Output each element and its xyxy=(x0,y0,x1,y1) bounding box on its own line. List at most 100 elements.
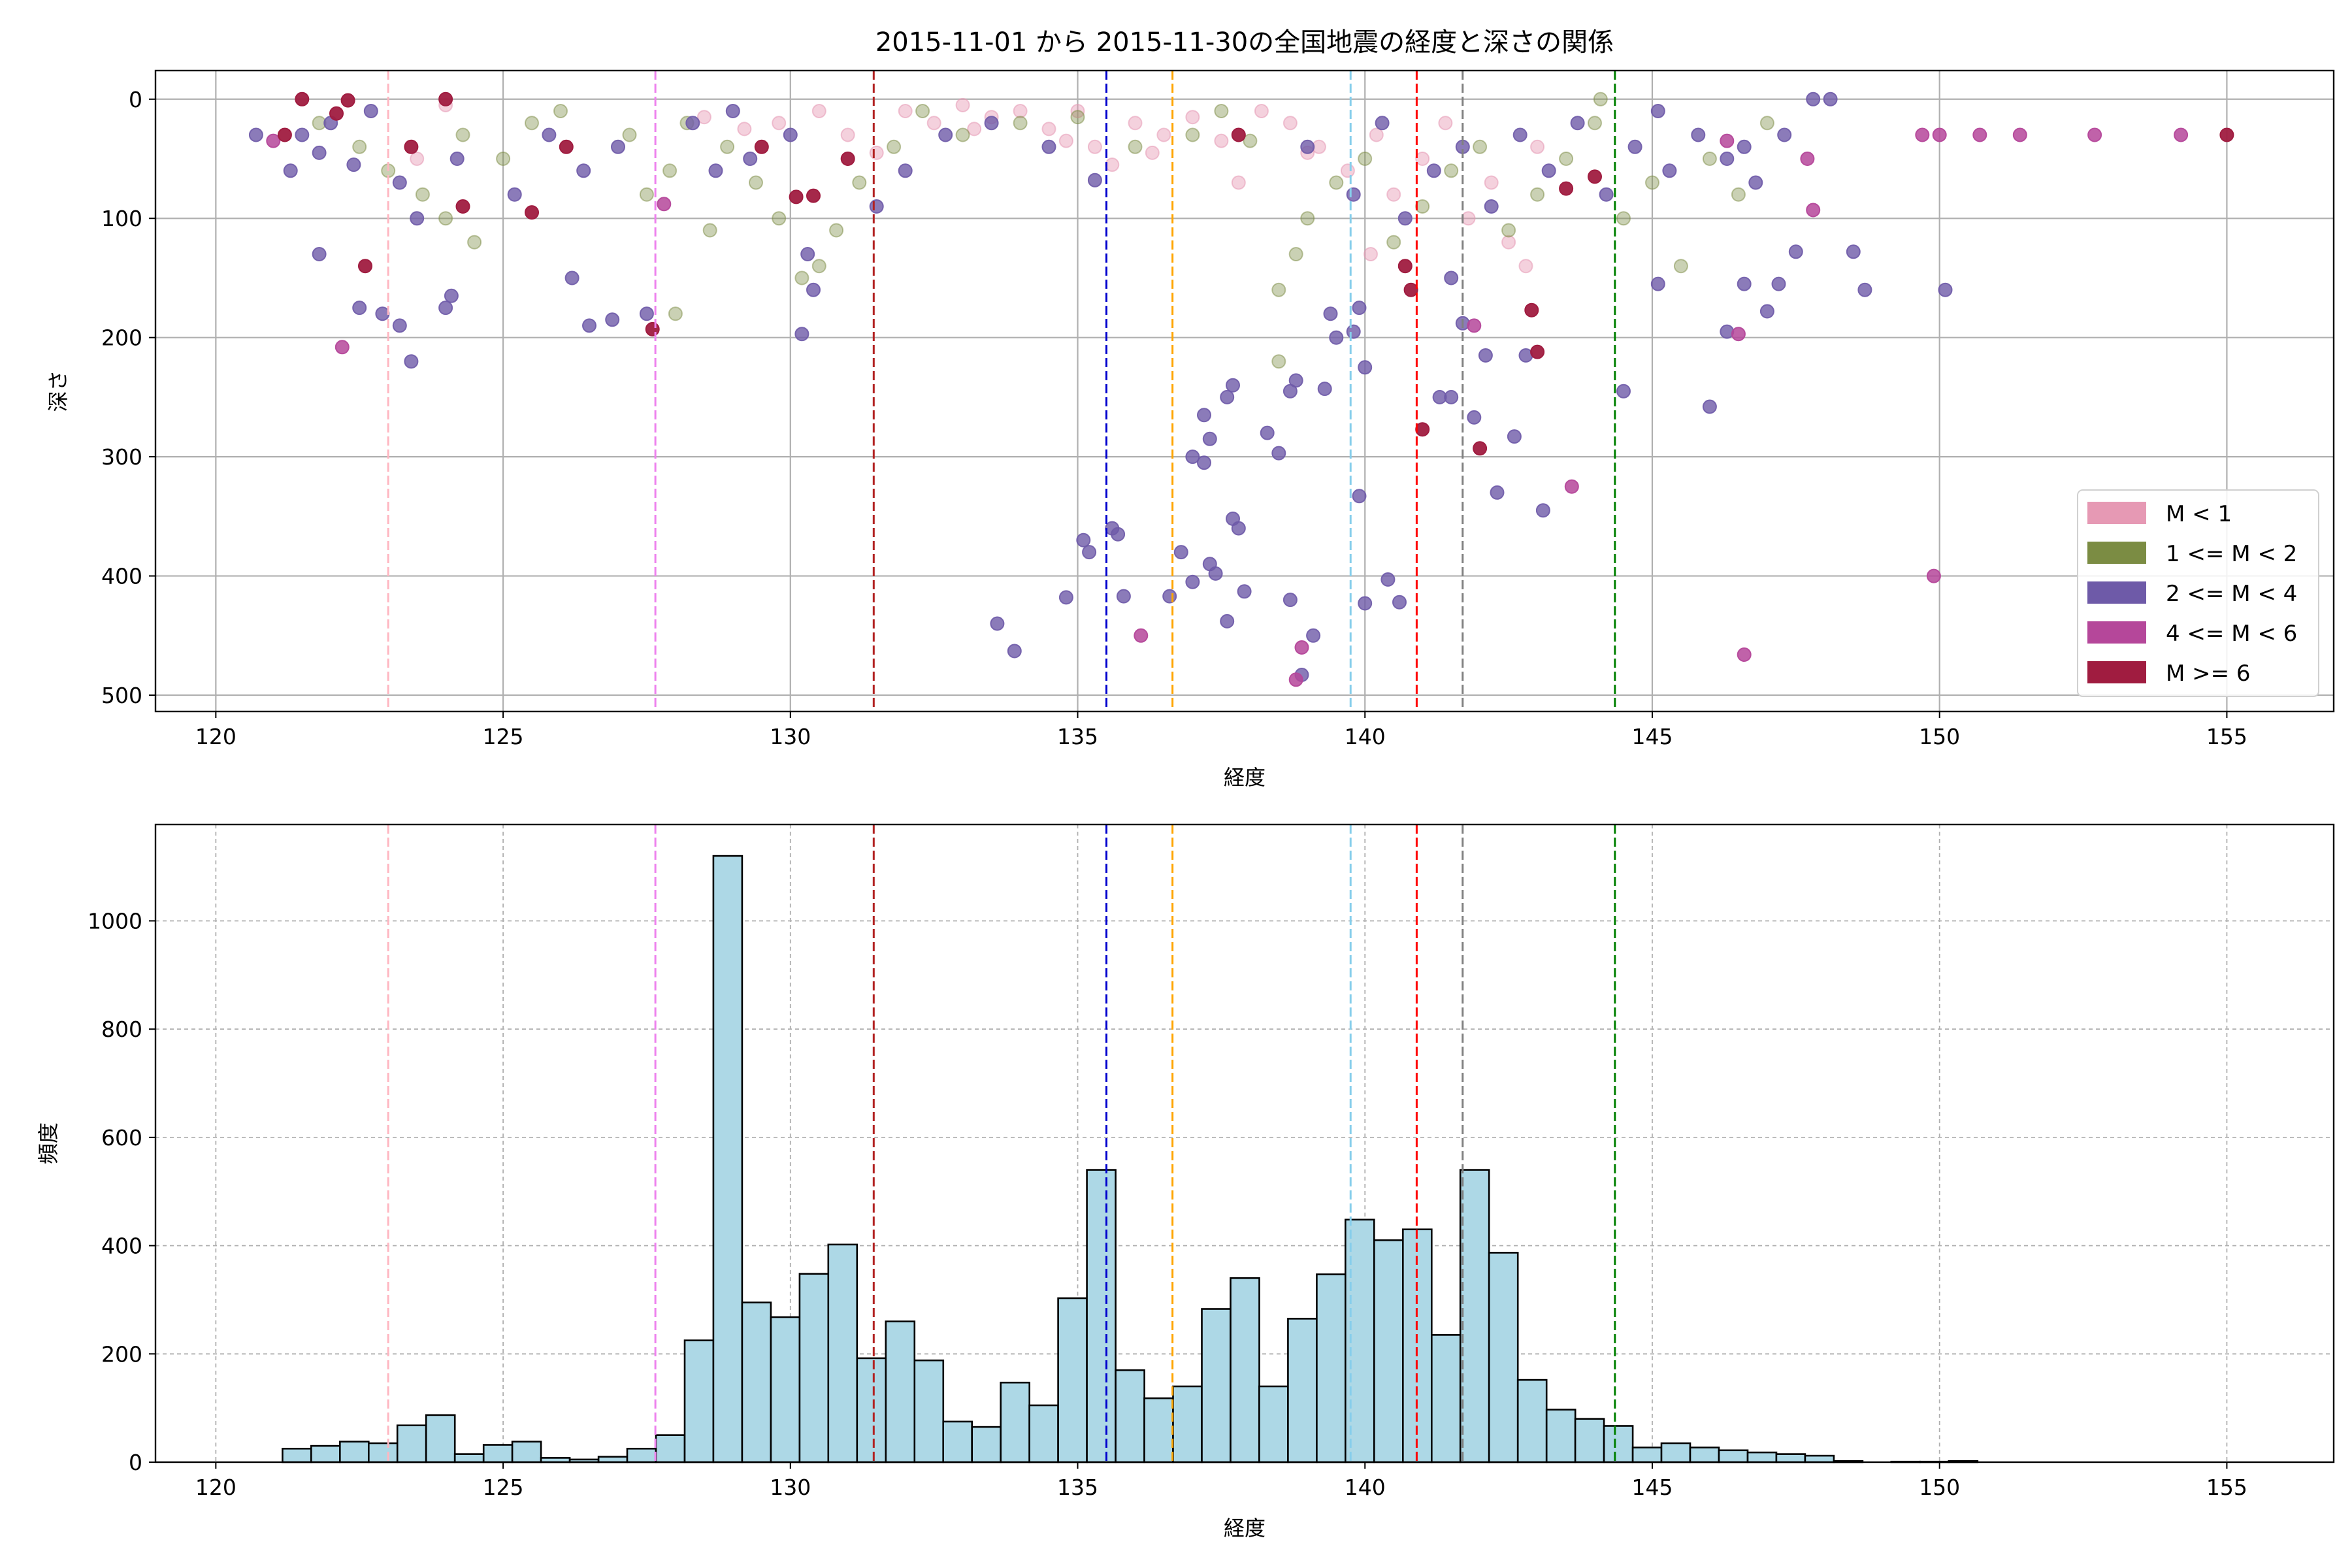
histogram-bar xyxy=(453,1453,485,1463)
data-point xyxy=(1972,127,1987,142)
histogram-bar xyxy=(1000,1381,1030,1463)
x-tick-label: 120 xyxy=(195,724,237,749)
data-point xyxy=(898,163,913,178)
data-point xyxy=(1323,306,1338,321)
histogram-bar xyxy=(712,855,743,1463)
data-point xyxy=(1076,532,1091,547)
data-point xyxy=(1650,104,1665,118)
histogram-bar xyxy=(310,1445,341,1463)
data-point xyxy=(967,122,982,137)
data-point xyxy=(404,139,419,154)
data-point xyxy=(1731,187,1746,202)
data-point xyxy=(1058,590,1073,605)
histogram-bar xyxy=(1057,1297,1088,1463)
data-point xyxy=(1702,399,1717,414)
y-tick-label: 200 xyxy=(101,1341,142,1367)
data-point xyxy=(392,175,407,190)
data-point xyxy=(1467,410,1482,425)
data-point xyxy=(725,104,740,118)
data-point xyxy=(1300,211,1315,226)
data-point xyxy=(1501,223,1516,238)
data-point xyxy=(622,127,637,142)
histogram-bar xyxy=(1402,1228,1433,1463)
data-point xyxy=(1369,127,1384,142)
data-point xyxy=(1915,127,1930,142)
data-point xyxy=(1271,446,1286,461)
data-point xyxy=(754,139,769,154)
data-point xyxy=(1352,489,1367,504)
data-point xyxy=(685,116,700,131)
y-tick-label: 0 xyxy=(129,87,142,112)
data-point xyxy=(1202,431,1217,446)
data-point xyxy=(1720,324,1735,339)
data-point xyxy=(1616,384,1631,399)
data-point xyxy=(1444,389,1459,404)
histogram-bar xyxy=(827,1243,858,1463)
data-point xyxy=(1806,203,1821,218)
data-point xyxy=(1541,163,1556,178)
y-tick-label: 800 xyxy=(101,1017,142,1042)
data-point xyxy=(1087,139,1102,154)
data-point xyxy=(772,211,787,226)
x-axis-label: 経度 xyxy=(1224,1516,1266,1541)
data-point xyxy=(1524,302,1539,318)
data-point xyxy=(248,127,263,142)
data-point xyxy=(1478,348,1493,363)
data-point xyxy=(1691,127,1706,142)
legend-swatch xyxy=(2087,621,2146,644)
data-point xyxy=(1358,596,1373,611)
data-point xyxy=(657,197,672,212)
histogram-bar xyxy=(597,1456,629,1463)
data-point xyxy=(335,340,350,355)
histogram-bar xyxy=(1230,1277,1260,1463)
data-point xyxy=(1145,145,1160,160)
y-tick-label: 100 xyxy=(101,206,142,231)
data-point xyxy=(1507,429,1522,444)
data-point xyxy=(806,282,821,297)
data-point xyxy=(1530,344,1545,359)
data-point xyxy=(915,104,930,118)
data-point xyxy=(1720,133,1735,148)
histogram-bar xyxy=(1459,1169,1490,1463)
data-point xyxy=(1788,244,1803,259)
data-point xyxy=(346,157,361,172)
histogram-bar xyxy=(655,1434,686,1463)
data-point xyxy=(1530,187,1545,202)
data-point xyxy=(1926,568,1941,583)
data-point xyxy=(702,223,717,238)
data-point xyxy=(1116,589,1131,604)
data-point xyxy=(410,211,425,226)
data-point xyxy=(329,106,344,121)
data-point xyxy=(1588,116,1602,131)
data-point xyxy=(1777,127,1792,142)
data-point xyxy=(363,104,378,118)
data-point xyxy=(277,127,292,142)
data-point xyxy=(1346,187,1361,202)
data-point xyxy=(1087,172,1102,188)
data-point xyxy=(1226,378,1240,393)
data-point xyxy=(1173,545,1188,560)
data-point xyxy=(1748,175,1763,190)
data-point xyxy=(1197,455,1211,470)
histogram-bar xyxy=(1201,1308,1232,1463)
data-point xyxy=(1673,259,1688,274)
data-point xyxy=(1403,282,1418,297)
histogram-bar xyxy=(1660,1442,1691,1463)
data-point xyxy=(1013,104,1028,118)
legend-swatch xyxy=(2087,661,2146,683)
data-point xyxy=(1288,672,1303,687)
histogram-bar xyxy=(1804,1454,1835,1463)
data-point xyxy=(1134,628,1149,643)
data-point xyxy=(829,223,844,238)
data-point xyxy=(1346,324,1361,339)
data-point xyxy=(438,211,453,226)
data-point xyxy=(1662,163,1677,178)
data-point xyxy=(1105,521,1120,536)
data-point xyxy=(1490,485,1505,500)
data-point xyxy=(2012,127,2027,142)
data-point xyxy=(444,288,459,303)
data-point xyxy=(811,104,826,118)
data-point xyxy=(1214,133,1229,148)
data-point xyxy=(955,97,970,112)
